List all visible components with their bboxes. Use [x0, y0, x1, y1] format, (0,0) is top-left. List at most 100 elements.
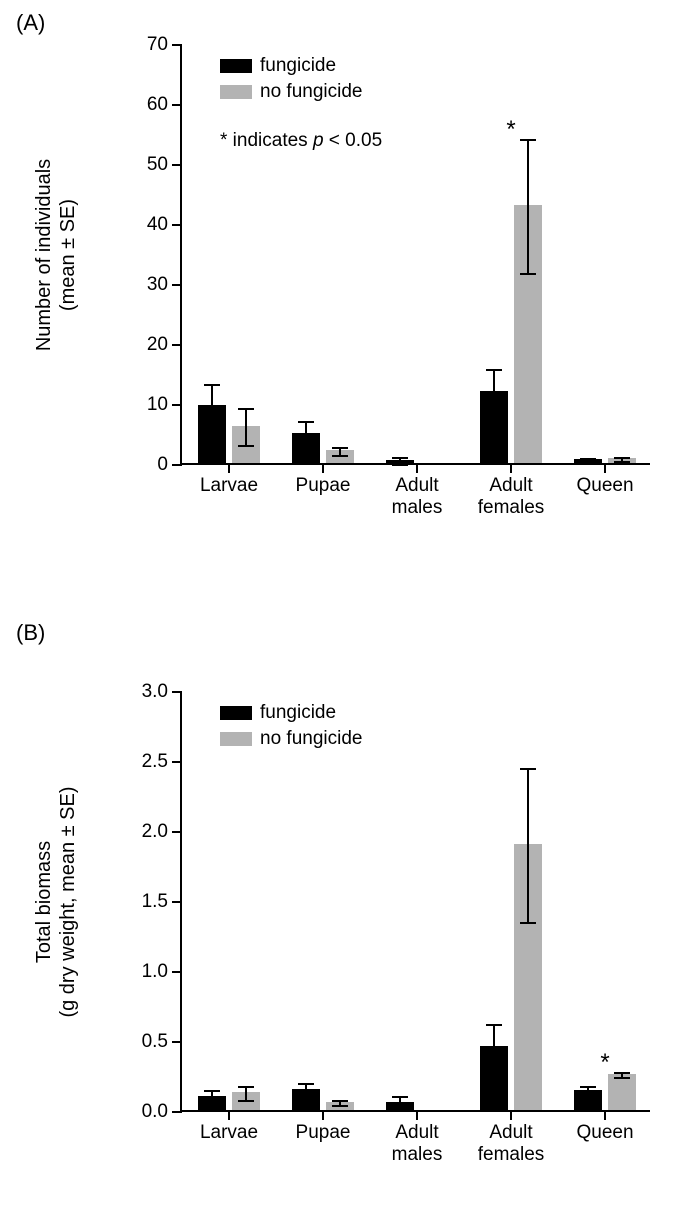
- error-cap: [238, 408, 254, 410]
- panel-b-label: (B): [16, 620, 45, 646]
- legend-label: fungicide: [260, 702, 336, 724]
- error-bar: [305, 422, 307, 447]
- legend-swatch-no-fungicide: [220, 732, 252, 746]
- legend-item: no fungicide: [220, 728, 362, 750]
- y-tick-label: 0: [157, 454, 168, 476]
- y-tick: [172, 44, 182, 46]
- x-tick-label: Pupae: [296, 1122, 351, 1144]
- x-tick: [416, 1110, 418, 1120]
- x-tick-label: Larvae: [200, 1122, 258, 1144]
- x-tick-label: Larvae: [200, 475, 258, 497]
- sig-star: *: [506, 116, 515, 144]
- error-cap: [204, 384, 220, 386]
- ytitle-line1: Total biomass: [33, 841, 55, 963]
- error-cap: [298, 447, 314, 449]
- error-bar: [305, 1084, 307, 1098]
- annot-prefix: * indicates: [220, 130, 313, 151]
- x-tick: [604, 463, 606, 473]
- error-cap: [614, 1077, 630, 1079]
- error-cap: [238, 1100, 254, 1102]
- error-cap: [580, 1097, 596, 1099]
- x-tick: [604, 1110, 606, 1120]
- panel-a-label: (A): [16, 10, 45, 36]
- y-tick-label: 1.5: [142, 891, 168, 913]
- error-cap: [520, 768, 536, 770]
- y-tick-label: 10: [147, 394, 168, 416]
- x-tick: [322, 463, 324, 473]
- panel-b-ytitle: Total biomass (g dry weight, mean ± SE): [32, 786, 80, 1017]
- error-bar: [527, 769, 529, 923]
- y-tick-label: 2.0: [142, 821, 168, 843]
- error-cap: [580, 463, 596, 465]
- error-cap: [486, 415, 502, 417]
- error-cap: [520, 922, 536, 924]
- x-tick-label: Adultmales: [392, 475, 443, 519]
- panel-a-plot-area: 010203040506070LarvaePupaeAdultmalesAdul…: [180, 45, 650, 465]
- panel-a-sig-annotation: * indicates p < 0.05: [220, 130, 382, 152]
- panel-a-chart: Number of individuals (mean ± SE) 010203…: [180, 45, 650, 465]
- error-cap: [580, 458, 596, 460]
- panel-a-ytitle: Number of individuals (mean ± SE): [32, 159, 80, 351]
- y-tick: [172, 1041, 182, 1043]
- error-cap: [614, 457, 630, 459]
- error-cap: [392, 1096, 408, 1098]
- y-tick-label: 70: [147, 34, 168, 56]
- x-tick: [322, 1110, 324, 1120]
- legend-label: no fungicide: [260, 728, 362, 750]
- y-tick: [172, 104, 182, 106]
- x-tick-label: Adultfemales: [478, 1122, 545, 1166]
- error-cap: [614, 1072, 630, 1074]
- y-tick: [172, 1111, 182, 1113]
- x-tick-label: Adultmales: [392, 1122, 443, 1166]
- error-bar: [211, 1091, 213, 1105]
- ytitle-line2: (mean ± SE): [57, 199, 79, 311]
- annot-suffix: < 0.05: [324, 130, 383, 151]
- y-tick: [172, 831, 182, 833]
- error-bar: [245, 409, 247, 446]
- error-cap: [486, 1069, 502, 1071]
- y-tick-label: 2.5: [142, 751, 168, 773]
- error-cap: [298, 421, 314, 423]
- x-tick-label: Adultfemales: [478, 475, 545, 519]
- error-bar: [211, 385, 213, 431]
- legend-item: fungicide: [220, 702, 362, 724]
- error-cap: [486, 1024, 502, 1026]
- y-tick: [172, 284, 182, 286]
- error-cap: [238, 1086, 254, 1088]
- y-tick-label: 1.0: [142, 961, 168, 983]
- error-cap: [392, 457, 408, 459]
- error-cap: [298, 1097, 314, 1099]
- legend-swatch-no-fungicide: [220, 85, 252, 99]
- legend-label: no fungicide: [260, 81, 362, 103]
- x-tick: [228, 1110, 230, 1120]
- annot-p: p: [313, 130, 324, 151]
- panel-a-legend: fungicide no fungicide: [220, 55, 362, 107]
- error-cap: [332, 1100, 348, 1102]
- y-tick-label: 50: [147, 154, 168, 176]
- error-cap: [204, 1090, 220, 1092]
- error-cap: [204, 1104, 220, 1106]
- y-tick: [172, 344, 182, 346]
- error-cap: [392, 1110, 408, 1112]
- legend-swatch-fungicide: [220, 706, 252, 720]
- error-cap: [332, 447, 348, 449]
- y-tick: [172, 224, 182, 226]
- error-cap: [580, 1086, 596, 1088]
- error-bar: [527, 140, 529, 274]
- x-tick: [510, 463, 512, 473]
- x-tick-label: Queen: [576, 475, 633, 497]
- error-bar: [399, 1097, 401, 1111]
- x-tick-label: Queen: [576, 1122, 633, 1144]
- error-cap: [332, 455, 348, 457]
- ytitle-line2: (g dry weight, mean ± SE): [57, 786, 79, 1017]
- error-bar: [493, 370, 495, 417]
- error-cap: [392, 464, 408, 466]
- y-tick: [172, 761, 182, 763]
- legend-swatch-fungicide: [220, 59, 252, 73]
- error-cap: [298, 1083, 314, 1085]
- y-tick-label: 0.0: [142, 1101, 168, 1123]
- y-tick-label: 20: [147, 334, 168, 356]
- error-cap: [614, 461, 630, 463]
- x-tick: [416, 463, 418, 473]
- panel-b-plot-area: 0.00.51.01.52.02.53.0LarvaePupaeAdultmal…: [180, 692, 650, 1112]
